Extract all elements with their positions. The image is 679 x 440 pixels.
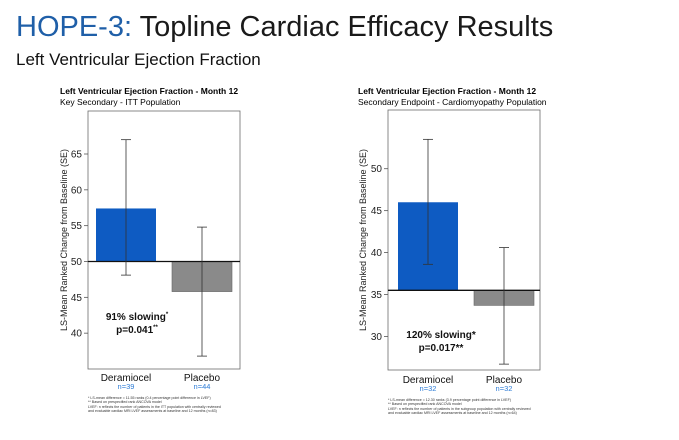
chart2-ytick-label-1: 35 — [371, 290, 383, 301]
chart1-annotation-line2-sup: ** — [153, 325, 158, 331]
chart2-ytick-label-4: 50 — [371, 164, 383, 175]
chart1-annotation-line1-sup: * — [166, 312, 169, 318]
chart2-annotation-line1: 120% slowing* — [406, 330, 476, 341]
chart1-ytick-label-2: 50 — [71, 257, 83, 268]
slide-subtitle: Left Ventricular Ejection Fraction — [16, 50, 261, 69]
chart1-footnote-2: ** Based on prespecified rank ANCOVA mod… — [88, 400, 162, 405]
chart2-ylabel: LS-Mean Ranked Change from Baseline (SE) — [358, 149, 368, 331]
chart2-n-label-placebo: n=32 — [496, 384, 513, 393]
chart2-plot-frame — [387, 109, 541, 371]
chart2-footnote-3: LVEF: n reflects the number of patients … — [388, 406, 531, 411]
chart1-footnote-3: LVEF: n reflects the number of patients … — [88, 404, 221, 409]
chart2-annotation-line1-text: 120% slowing* — [406, 330, 476, 341]
chart1-annotation-line1-text: 91% slowing — [106, 312, 166, 323]
chart1-category-label-placebo: Placebo — [184, 373, 221, 384]
chart1-footnote-4: and evaluable cardiac MRI LVEF assessmen… — [88, 409, 217, 414]
chart2-annotation-line2-text: p=0.017** — [419, 343, 464, 354]
chart1-ylabel: LS-Mean Ranked Change from Baseline (SE) — [59, 149, 69, 331]
chart1-ytick-label-3: 55 — [71, 221, 83, 232]
chart1-annotation-line2-text: p=0.041 — [116, 325, 153, 336]
chart1-plot-frame — [87, 110, 241, 370]
chart2-footnote-2: ** Based on prespecified rank ANCOVA mod… — [388, 402, 462, 407]
chart1-footnotes: * LS-mean difference = 11.55 ranks (0.4 … — [88, 396, 221, 414]
chart2-annotation-line2: p=0.017** — [419, 343, 464, 354]
chart2-subtitle: Secondary Endpoint - Cardiomyopathy Popu… — [358, 97, 547, 107]
chart1-subtitle: Key Secondary - ITT Population — [60, 97, 181, 107]
slide-title-rest: Topline Cardiac Efficacy Results — [132, 11, 554, 43]
chart2-category-label-placebo: Placebo — [486, 375, 523, 386]
chart1-annotation-line2: p=0.041** — [116, 325, 158, 336]
chart1-footnote-1: * LS-mean difference = 11.55 ranks (0.4 … — [88, 396, 211, 400]
chart1-annotation-line1: 91% slowing* — [106, 312, 169, 323]
chart2-title: Left Ventricular Ejection Fraction - Mon… — [358, 86, 537, 96]
chart2-category-label-deramiocel: Deramiocel — [403, 375, 454, 386]
chart2-n-label-deramiocel: n=32 — [420, 384, 437, 393]
slide-title-highlight: HOPE-3: — [16, 11, 133, 43]
chart1-n-label-placebo: n=44 — [194, 382, 211, 391]
chart2-footnote-4: and evaluable cardiac MRI LVEF assessmen… — [388, 411, 517, 416]
chart1-n-label-deramiocel: n=39 — [118, 382, 135, 391]
chart2-ytick-label-3: 45 — [371, 206, 383, 217]
chart2-ytick-label-0: 30 — [371, 332, 383, 343]
chart1-ytick-label-4: 60 — [71, 185, 83, 196]
chart1-ytick-label-1: 45 — [71, 293, 83, 304]
chart1-ytick-label-5: 65 — [71, 150, 83, 161]
slide-title: HOPE-3: Topline Cardiac Efficacy Results — [16, 10, 553, 44]
chart2-footnote-1: * LS-mean difference = 12.30 ranks (3.9 … — [388, 398, 511, 402]
chart1-category-label-deramiocel: Deramiocel — [101, 373, 152, 384]
chart1-ytick-label-0: 40 — [71, 329, 83, 340]
chart2-ytick-label-2: 40 — [371, 248, 383, 259]
chart1-title: Left Ventricular Ejection Fraction - Mon… — [60, 86, 239, 96]
chart2-footnotes: * LS-mean difference = 12.30 ranks (3.9 … — [388, 398, 531, 416]
